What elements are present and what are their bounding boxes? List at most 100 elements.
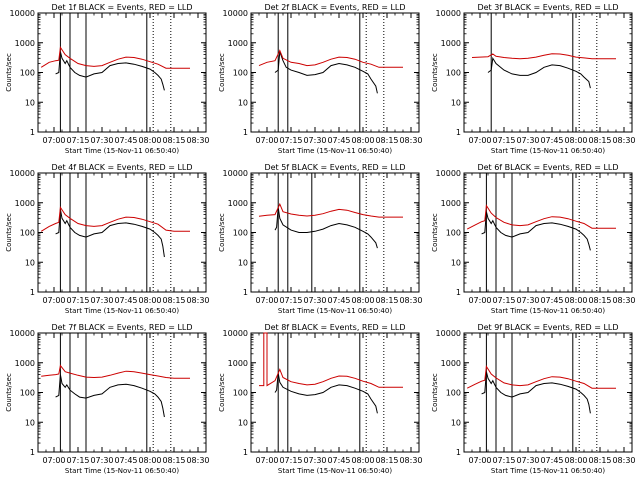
series-line-events — [274, 51, 378, 94]
x-tick-label: 08:00 — [138, 456, 161, 465]
series-line-events — [55, 51, 165, 91]
x-tick-label: 08:15 — [162, 456, 185, 465]
x-tick-label: 08:15 — [162, 296, 185, 305]
x-tick-label: 08:15 — [588, 296, 611, 305]
y-tick-label: 10 — [25, 418, 35, 427]
x-axis-label: Start Time (15-Nov-11 06:50:40) — [65, 147, 179, 155]
y-tick-label: 10 — [238, 98, 248, 107]
x-tick-label: 07:30 — [90, 136, 113, 145]
x-tick-label: 07:15 — [279, 456, 302, 465]
x-tick-label: 07:15 — [66, 296, 89, 305]
x-tick-label: 07:15 — [492, 136, 515, 145]
y-tick-label: 100 — [233, 69, 248, 78]
x-tick-label: 08:00 — [351, 456, 374, 465]
x-tick-label: 07:45 — [540, 296, 563, 305]
x-tick-label: 07:30 — [303, 296, 326, 305]
x-tick-label: 07:30 — [516, 456, 539, 465]
y-tick-label: 1000 — [228, 359, 248, 368]
plot-frame — [463, 172, 633, 293]
y-axis-label: Counts/sec — [431, 213, 439, 252]
panel-7: Det 7f BLACK = Events, RED = LLD 1 10 100 10… — [5, 323, 210, 475]
y-tick-label: 1000 — [15, 359, 35, 368]
y-tick-label: 10 — [238, 418, 248, 427]
series-line-lld — [41, 364, 190, 379]
x-tick-label: 08:30 — [612, 456, 635, 465]
x-tick-label: 07:45 — [540, 456, 563, 465]
y-tick-label: 1 — [243, 128, 248, 137]
x-axis-label: Start Time (15-Nov-11 06:50:40) — [491, 147, 605, 155]
panel-title: Det 2f BLACK = Events, RED = LLD — [264, 3, 405, 12]
plot-frame — [37, 12, 207, 133]
x-axis-label: Start Time (15-Nov-11 06:50:40) — [65, 467, 179, 475]
x-axis-label: Start Time (15-Nov-11 06:50:40) — [278, 467, 392, 475]
x-tick-label: 08:30 — [612, 136, 635, 145]
x-tick-label: 07:00 — [255, 296, 278, 305]
x-tick-label: 08:30 — [399, 456, 422, 465]
panel-3: Det 3f BLACK = Events, RED = LLD 1 10 100 10… — [431, 3, 636, 155]
y-axis-label: Counts/sec — [5, 373, 13, 412]
x-tick-label: 07:15 — [66, 136, 89, 145]
x-tick-label: 07:30 — [516, 136, 539, 145]
x-tick-label: 07:15 — [66, 456, 89, 465]
y-tick-label: 1000 — [441, 39, 461, 48]
x-tick-label: 07:45 — [114, 456, 137, 465]
y-tick-label: 10000 — [223, 9, 248, 18]
x-tick-label: 07:45 — [327, 136, 350, 145]
y-tick-label: 100 — [20, 389, 35, 398]
x-tick-label: 08:30 — [612, 296, 635, 305]
x-tick-label: 07:00 — [468, 456, 491, 465]
x-tick-label: 08:30 — [399, 136, 422, 145]
y-axis-label: Counts/sec — [5, 213, 13, 252]
x-tick-label: 07:15 — [492, 456, 515, 465]
y-tick-label: 10 — [25, 258, 35, 267]
x-tick-label: 08:15 — [588, 456, 611, 465]
x-tick-label: 07:45 — [327, 296, 350, 305]
y-tick-label: 10 — [451, 258, 461, 267]
y-axis-label: Counts/sec — [218, 213, 226, 252]
series-line-lld — [466, 204, 616, 230]
y-tick-label: 1 — [30, 288, 35, 297]
x-axis-label: Start Time (15-Nov-11 06:50:40) — [278, 147, 392, 155]
y-tick-label: 100 — [446, 389, 461, 398]
y-tick-label: 10 — [25, 98, 35, 107]
panel-1: Det 1f BLACK = Events, RED = LLD 1 10 100 10… — [5, 3, 210, 155]
x-tick-label: 08:30 — [186, 296, 209, 305]
x-tick-label: 07:15 — [279, 136, 302, 145]
y-tick-label: 10000 — [223, 169, 248, 178]
plot-frame — [250, 12, 420, 133]
y-tick-label: 10 — [451, 418, 461, 427]
y-tick-label: 100 — [446, 229, 461, 238]
x-tick-label: 07:00 — [255, 136, 278, 145]
panel-title: Det 1f BLACK = Events, RED = LLD — [51, 3, 192, 12]
panel-title: Det 4f BLACK = Events, RED = LLD — [51, 163, 192, 172]
panel-title: Det 8f BLACK = Events, RED = LLD — [264, 323, 405, 332]
y-tick-label: 10000 — [223, 329, 248, 338]
x-tick-label: 07:45 — [114, 136, 137, 145]
x-axis-label: Start Time (15-Nov-11 06:50:40) — [491, 307, 605, 315]
series-line-lld — [40, 46, 190, 69]
y-tick-label: 1 — [456, 288, 461, 297]
series-line-events — [274, 373, 378, 414]
y-axis-label: Counts/sec — [218, 373, 226, 412]
y-tick-label: 1000 — [228, 39, 248, 48]
x-tick-label: 07:00 — [42, 296, 65, 305]
y-tick-label: 100 — [446, 69, 461, 78]
x-tick-label: 07:45 — [540, 136, 563, 145]
y-axis-label: Counts/sec — [431, 373, 439, 412]
x-tick-label: 08:00 — [138, 136, 161, 145]
x-tick-label: 08:00 — [564, 456, 587, 465]
x-tick-label: 08:30 — [399, 296, 422, 305]
y-tick-label: 10000 — [436, 9, 461, 18]
x-tick-label: 08:15 — [375, 456, 398, 465]
series-line-events — [487, 56, 591, 89]
x-tick-label: 07:00 — [255, 456, 278, 465]
x-axis-label: Start Time (15-Nov-11 06:50:40) — [491, 467, 605, 475]
x-tick-label: 08:00 — [351, 136, 374, 145]
y-tick-label: 100 — [233, 229, 248, 238]
x-tick-label: 07:30 — [90, 456, 113, 465]
y-tick-label: 1 — [30, 448, 35, 457]
panel-title: Det 9f BLACK = Events, RED = LLD — [477, 323, 618, 332]
series-line-events — [481, 211, 591, 251]
x-tick-label: 08:15 — [162, 136, 185, 145]
